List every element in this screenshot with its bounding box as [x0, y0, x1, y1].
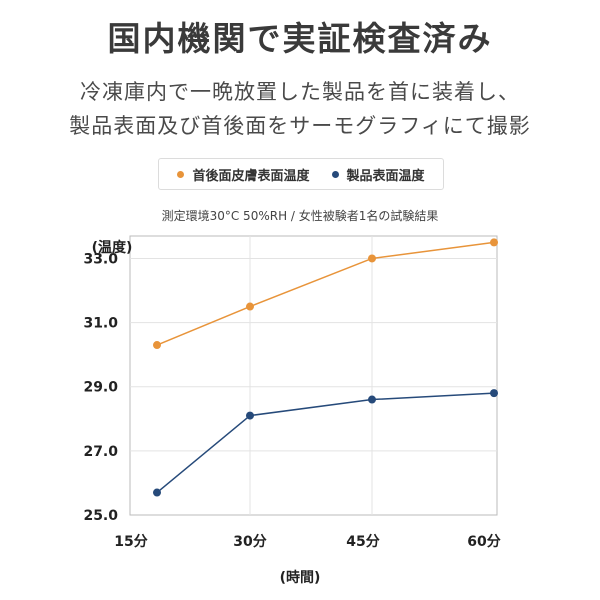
data-point-s1-2 [246, 302, 254, 311]
data-point-s2-3 [368, 395, 376, 404]
x-tick-label: 15分 [114, 534, 147, 550]
data-point-s2-1 [153, 488, 161, 497]
x-tick-label: 60分 [467, 534, 500, 550]
y-tick-label: 25.0 [83, 508, 118, 524]
x-tick-label: 45分 [346, 534, 379, 550]
data-point-s2-2 [246, 411, 254, 420]
subtitle-line-2: 製品表面及び首後面をサーモグラフィにて撮影 [69, 114, 531, 138]
subtitle-line-1: 冷凍庫内で一晩放置した製品を首に装着し、 [80, 80, 520, 104]
legend-dot-navy [331, 170, 339, 178]
measurement-note: 測定環境30°C 50%RH / 女性被験者1名の試験結果 [161, 209, 439, 223]
chart-legend: 首後面皮膚表面温度 製品表面温度 [158, 158, 444, 190]
plot-frame [129, 235, 498, 516]
data-point-s1-4 [490, 238, 498, 247]
y-tick-label: 31.0 [83, 316, 118, 332]
legend-label-product: 製品表面温度 [346, 168, 425, 184]
page-title: 国内機関で実証検査済み [107, 19, 493, 58]
legend-dot-orange [177, 170, 185, 178]
series-line-2 [156, 392, 495, 494]
data-point-s1-1 [153, 341, 161, 350]
x-tick-label: 30分 [233, 534, 266, 550]
legend-label-skin: 首後面皮膚表面温度 [192, 168, 310, 184]
y-tick-label: 29.0 [83, 380, 118, 396]
y-tick-label: 27.0 [83, 444, 118, 460]
x-axis-title: (時間) [280, 569, 321, 586]
data-point-s1-3 [368, 254, 376, 263]
legend-item-product: 製品表面温度 [331, 165, 425, 184]
data-point-s2-4 [490, 389, 498, 398]
series-line-1 [156, 241, 495, 346]
legend-item-skin: 首後面皮膚表面温度 [177, 165, 310, 184]
y-tick-label: 33.0 [83, 251, 118, 267]
y-axis-title: (温度) [92, 239, 133, 256]
